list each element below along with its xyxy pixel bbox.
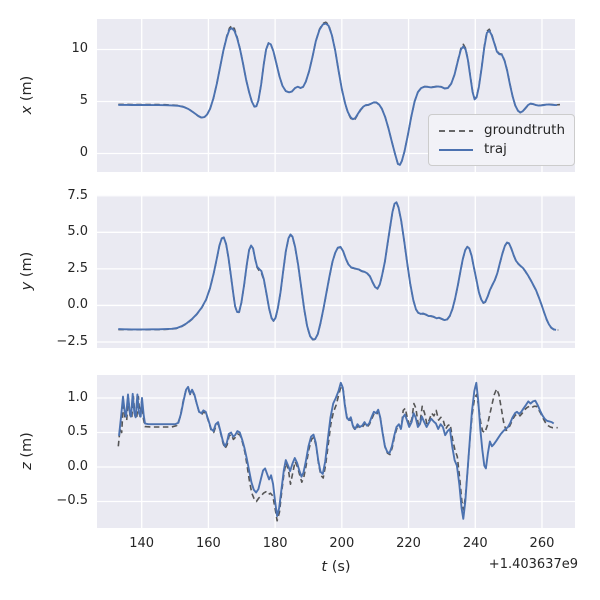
axes-background-y <box>97 195 575 348</box>
ytick-label-y: 5.0 <box>67 224 88 240</box>
ytick-label-y: 2.5 <box>67 260 88 276</box>
subplot-y <box>97 195 575 348</box>
y-axis-label-x: x (m) <box>19 76 35 115</box>
axes-background-z <box>97 375 575 528</box>
ytick-label-z: 0.5 <box>67 424 88 440</box>
legend-entry-traj: traj <box>438 140 564 159</box>
ylabel-unit-x: (m) <box>19 75 35 106</box>
ytick-label-y: 7.5 <box>67 187 88 203</box>
ytick-label-x: 0 <box>79 144 88 160</box>
ylabel-var-y: y <box>19 281 35 291</box>
legend-solid-line-icon <box>439 148 473 151</box>
xtick-label: 160 <box>195 536 221 551</box>
x-axis-label: t (s) <box>321 559 350 575</box>
y-axis-label-y: y (m) <box>19 252 35 291</box>
subplot-x <box>97 18 575 172</box>
legend-label-groundtruth: groundtruth <box>484 122 566 138</box>
legend-entry-groundtruth: groundtruth <box>438 121 566 140</box>
ytick-label-y: −2.5 <box>56 334 88 349</box>
legend-label-traj: traj <box>484 141 507 157</box>
series-traj-x <box>118 22 558 166</box>
plot-area-y <box>97 195 575 348</box>
xtick-label: 140 <box>129 536 155 551</box>
y-axis-label-z: z (m) <box>19 432 35 470</box>
legend-dashed-line-icon <box>439 129 473 132</box>
ytick-label-x: 5 <box>79 92 88 108</box>
legend: groundtruth traj <box>428 114 575 166</box>
xtick-label: 260 <box>529 536 555 551</box>
ytick-label-z: 1.0 <box>67 389 88 405</box>
series-traj-y <box>118 201 557 341</box>
ylabel-unit-z: (m) <box>19 432 35 463</box>
ylabel-var-z: z <box>19 462 35 470</box>
ylabel-unit-y: (m) <box>19 251 35 282</box>
xlabel-unit: (s) <box>327 559 351 575</box>
plot-area-z <box>97 375 575 528</box>
xtick-label: 220 <box>396 536 421 551</box>
subplot-z <box>97 375 575 528</box>
xtick-label: 180 <box>262 536 288 551</box>
plot-area-x <box>97 18 575 172</box>
xtick-label: 200 <box>329 536 355 551</box>
xlabel-var: t <box>321 559 328 575</box>
series-traj-z <box>118 381 555 520</box>
ylabel-var-x: x <box>19 105 35 115</box>
xtick-label: 240 <box>462 536 488 551</box>
ytick-label-y: 0.0 <box>67 297 88 313</box>
series-groundtruth-z <box>117 384 558 522</box>
ytick-label-z: 0.0 <box>67 458 88 474</box>
axis-offset-text: +1.403637e9 <box>488 557 578 572</box>
ytick-label-z: −0.5 <box>56 493 88 509</box>
ytick-label-x: 10 <box>71 40 88 56</box>
